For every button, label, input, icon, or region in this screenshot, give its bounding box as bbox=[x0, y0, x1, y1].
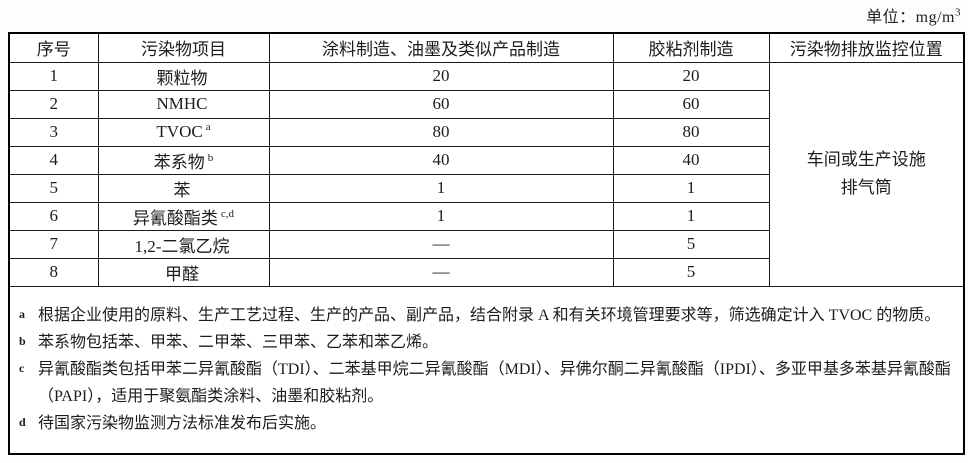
pollutant-name: 1,2-二氯乙烷 bbox=[134, 236, 230, 256]
cell-no: 5 bbox=[8, 173, 99, 203]
cell-coating-ink: 40 bbox=[268, 145, 614, 175]
cell-no: 1 bbox=[8, 61, 99, 91]
footnote-marker: d bbox=[19, 415, 26, 430]
cell-pollutant: 颗粒物 bbox=[97, 61, 270, 91]
cell-pollutant: 异氰酸酯类 c,d bbox=[97, 201, 270, 231]
pollutant-footnote-ref: c,d bbox=[220, 207, 235, 220]
footnote-text: 苯系物包括苯、甲苯、二甲苯、三甲苯、乙苯和苯乙烯。 bbox=[38, 334, 439, 352]
cell-monitoring-location: 车间或生产设施 排气筒 bbox=[768, 61, 965, 287]
cell-coating-ink: — bbox=[268, 257, 614, 287]
table-row: 5 苯 1 1 bbox=[8, 173, 964, 203]
cell-coating-ink: — bbox=[268, 229, 614, 259]
cell-adhesive: 1 bbox=[612, 201, 770, 231]
table-row: 1 颗粒物 20 20 车间或生产设施 排气筒 bbox=[8, 61, 965, 287]
cell-coating-ink: 1 bbox=[268, 173, 614, 203]
pollutant-name: 苯系物 bbox=[153, 152, 205, 172]
pollutant-name: 苯 bbox=[173, 180, 191, 200]
table-row: 6 异氰酸酯类 c,d 1 1 bbox=[8, 201, 964, 231]
cell-coating-ink: 20 bbox=[268, 61, 614, 91]
cell-pollutant: 1,2-二氯乙烷 bbox=[97, 229, 270, 259]
footnotes-area: a 根据企业使用的原料、生产工艺过程、生产的产品、副产品，结合附录 A 和有关环境… bbox=[8, 285, 965, 455]
unit-value: mg/m bbox=[915, 9, 955, 26]
cell-adhesive: 5 bbox=[612, 229, 770, 259]
footnote-text: 待国家污染物监测方法标准发布后实施。 bbox=[38, 415, 327, 433]
footnote-text: 异氰酸酯类包括甲苯二异氰酸酯（TDI）、二苯基甲烷二异氰酸酯（MDI）、异佛尔酮… bbox=[38, 361, 951, 406]
header-row: 序号 污染物项目 涂料制造、油墨及类似产品制造 胶粘剂制造 污染物排放监控位置 bbox=[8, 32, 965, 63]
footnote-d: d 待国家污染物监测方法标准发布后实施。 bbox=[12, 410, 961, 437]
cell-coating-ink: 60 bbox=[268, 89, 614, 119]
cell-adhesive: 20 bbox=[612, 61, 770, 91]
header-no: 序号 bbox=[8, 32, 99, 63]
pollutant-footnote-ref: a bbox=[205, 121, 211, 134]
footnote-marker: b bbox=[19, 334, 26, 349]
cell-pollutant: 苯 bbox=[97, 173, 270, 203]
cell-adhesive: 1 bbox=[612, 173, 770, 203]
cell-pollutant: NMHC bbox=[97, 89, 270, 119]
emission-limits-table: 序号 污染物项目 涂料制造、油墨及类似产品制造 胶粘剂制造 污染物排放监控位置 … bbox=[8, 32, 965, 455]
cell-adhesive: 40 bbox=[612, 145, 770, 175]
pollutant-footnote-ref: b bbox=[207, 151, 214, 164]
header-monitoring: 污染物排放监控位置 bbox=[768, 32, 965, 63]
monitoring-line-2: 排气筒 bbox=[840, 178, 892, 197]
footnote-b: b 苯系物包括苯、甲苯、二甲苯、三甲苯、乙苯和苯乙烯。 bbox=[12, 329, 961, 356]
table-row: 7 1,2-二氯乙烷 — 5 bbox=[8, 229, 964, 259]
footnote-marker: a bbox=[19, 307, 25, 322]
pollutant-name: 异氰酸酯类 bbox=[132, 208, 218, 228]
monitoring-line-1: 车间或生产设施 bbox=[806, 150, 926, 169]
pollutant-name: TVOC bbox=[156, 122, 203, 141]
footnotes-row: a 根据企业使用的原料、生产工艺过程、生产的产品、副产品，结合附录 A 和有关环境… bbox=[8, 285, 965, 455]
unit-prefix: 单位： bbox=[866, 9, 916, 26]
cell-no: 2 bbox=[8, 89, 99, 119]
cell-no: 3 bbox=[8, 117, 99, 147]
table-row: 4 苯系物 b 40 40 bbox=[8, 145, 964, 175]
cell-pollutant: 苯系物 b bbox=[97, 145, 270, 175]
cell-adhesive: 60 bbox=[612, 89, 770, 119]
cell-no: 6 bbox=[8, 201, 99, 231]
cell-no: 7 bbox=[8, 229, 99, 259]
header-pollutant: 污染物项目 bbox=[97, 32, 270, 63]
cell-adhesive: 5 bbox=[612, 257, 770, 287]
pollutant-name: 甲醛 bbox=[165, 264, 199, 284]
footnote-c: c 异氰酸酯类包括甲苯二异氰酸酯（TDI）、二苯基甲烷二异氰酸酯（MDI）、异佛尔… bbox=[12, 356, 961, 410]
table-row: 3 TVOC a 80 80 bbox=[8, 117, 964, 147]
cell-coating-ink: 1 bbox=[268, 201, 614, 231]
cell-adhesive: 80 bbox=[612, 117, 770, 147]
pollutant-name: NMHC bbox=[156, 94, 208, 113]
cell-pollutant: 甲醛 bbox=[97, 257, 270, 287]
unit-label: 单位：mg/m3 bbox=[866, 3, 961, 27]
cell-coating-ink: 80 bbox=[268, 117, 614, 147]
cell-no: 4 bbox=[8, 145, 99, 175]
footnote-a: a 根据企业使用的原料、生产工艺过程、生产的产品、副产品，结合附录 A 和有关环境… bbox=[12, 302, 961, 329]
pollutant-name: 颗粒物 bbox=[156, 68, 208, 88]
cell-pollutant: TVOC a bbox=[97, 117, 270, 147]
footnote-marker: c bbox=[19, 361, 25, 376]
header-coating-ink: 涂料制造、油墨及类似产品制造 bbox=[268, 32, 614, 63]
header-adhesive: 胶粘剂制造 bbox=[612, 32, 770, 63]
unit-exponent: 3 bbox=[955, 6, 961, 19]
cell-no: 8 bbox=[8, 257, 99, 287]
footnote-text: 根据企业使用的原料、生产工艺过程、生产的产品、副产品，结合附录 A 和有关环境管… bbox=[38, 307, 941, 325]
